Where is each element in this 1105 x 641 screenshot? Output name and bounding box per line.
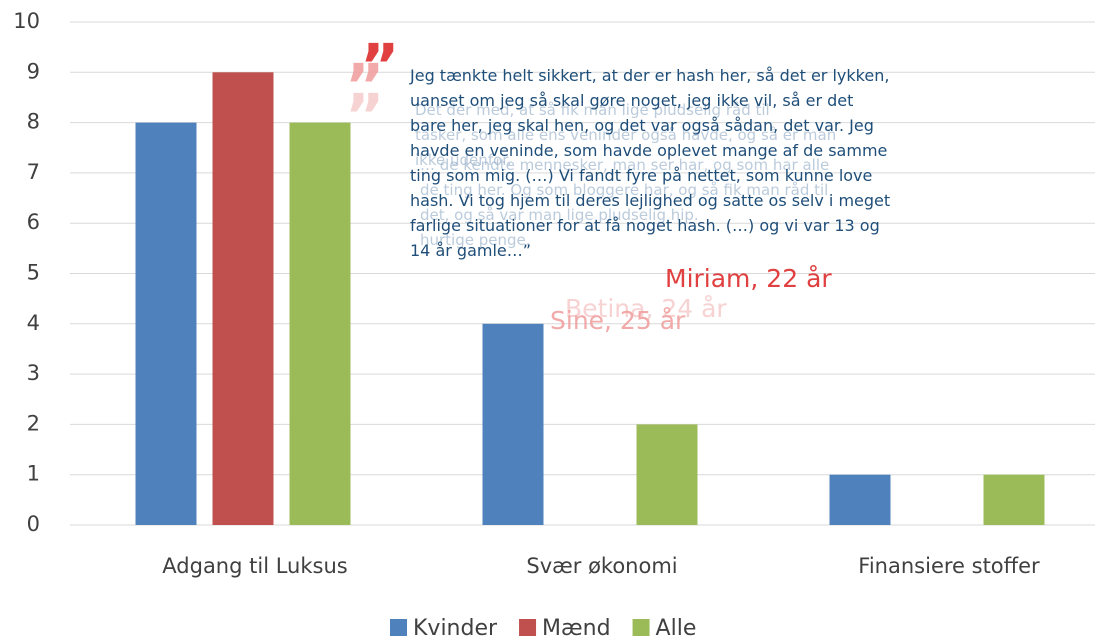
y-tick-label: 9 [27,59,40,83]
quote-line: 14 år gamle…” [410,241,531,260]
y-tick-label: 2 [27,411,40,435]
y-tick-label: 4 [27,311,40,335]
y-tick-label: 5 [27,261,40,285]
quote-line: hash. Vi tog hjem til deres lejlighed og… [410,191,890,210]
x-tick-label: Adgang til Luksus [162,554,347,578]
y-tick-label: 8 [27,110,40,134]
quote-author: Betina, 24 år [565,294,727,323]
quote-line: havde en veninde, som havde oplevet mang… [410,141,887,160]
legend-swatch [519,619,537,636]
y-tick-label: 0 [27,512,40,536]
quote-line: bare her, jeg skal hen, og det var også … [410,116,874,135]
quote-line: Jeg tænkte helt sikkert, at der er hash … [409,66,889,85]
legend-label: Mænd [542,616,611,641]
quote-mark: ” [345,82,384,152]
legend-label: Alle [656,616,697,641]
legend-label: Kvinder [413,616,498,641]
quote-line: uanset om jeg så skal gøre noget, jeg ik… [410,91,853,110]
quote-line: tasker, som alle ens veninder også havde… [415,126,836,144]
y-tick-label: 6 [27,210,40,234]
y-tick-label: 10 [13,9,40,33]
bar [983,474,1045,525]
legend-swatch [390,619,407,636]
quote-mark: ” [360,32,399,102]
quote-mark: ” [345,52,384,122]
legend-swatch [632,619,650,636]
quote-line: de ting her. Og som bloggere har, og så … [420,181,828,199]
quote-author: Miriam, 22 år [665,264,832,293]
bar [482,323,544,525]
bar [135,122,197,525]
quote-author: Sine, 25 år [550,306,686,335]
y-tick-label: 7 [27,160,40,184]
y-tick-label: 3 [27,361,40,385]
quote-text: Jeg tænkte helt sikkert, at der er hash … [409,66,890,260]
quote-line: ting som mig. (…) Vi fandt fyre på nette… [410,166,872,185]
x-tick-label: Finansiere stoffer [858,554,1040,578]
y-tick-label: 1 [27,462,40,486]
quote-line: hurtige penge. [420,231,531,249]
bar [636,424,698,525]
quote-text: Det der med, at så fik man lige pludseli… [415,101,836,169]
quote-line: farlige situationer for at få noget hash… [410,216,880,235]
quote-line: Det der med, at så fik man lige pludseli… [415,101,770,119]
x-tick-label: Svær økonomi [526,554,677,578]
bar [829,474,891,525]
quote-text: … de kendte mennesker, man ser har, og s… [420,156,829,249]
quote-line: det, og så var man lige pludselig hip. [420,206,699,224]
quote-line: ikke udenfor. [415,151,512,169]
bar [289,122,351,525]
quote-line: … de kendte mennesker, man ser har, og s… [420,156,829,174]
bar [212,72,274,526]
